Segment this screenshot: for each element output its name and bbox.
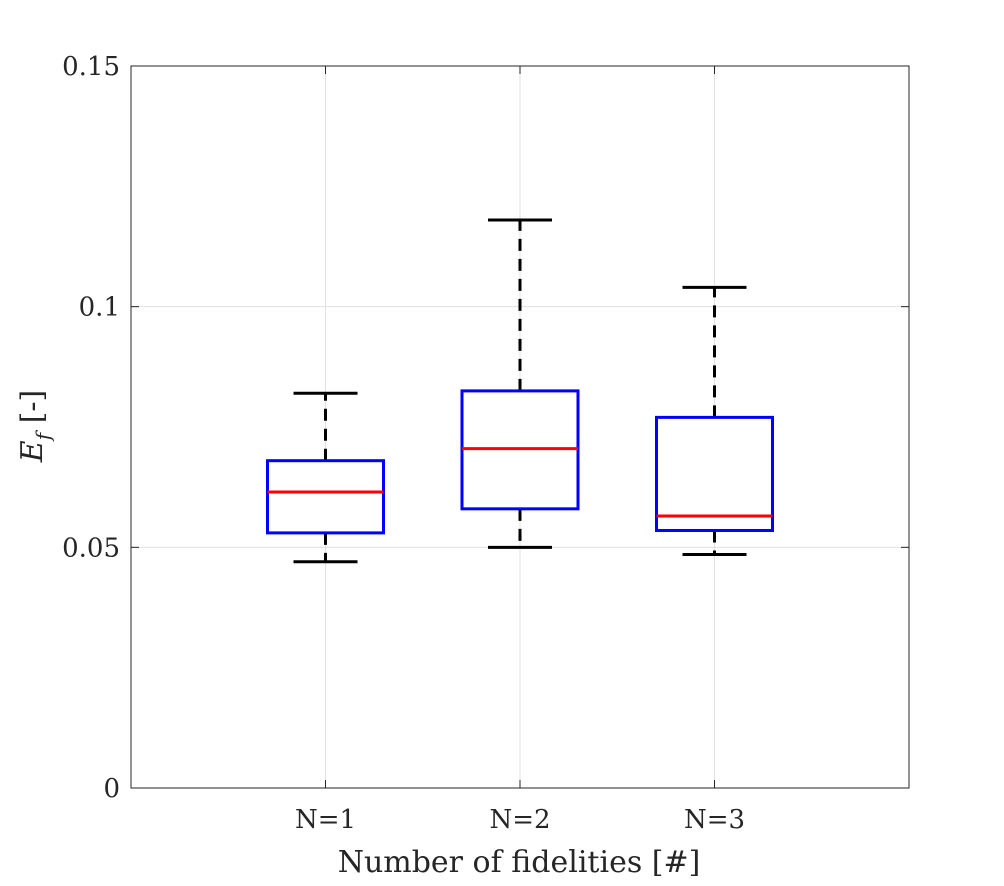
y-axis-label-base: E xyxy=(15,440,50,463)
y-tick-label: 0.05 xyxy=(62,533,120,563)
box-group-n-1 xyxy=(266,391,385,564)
y-axis-label: Ef [-] xyxy=(15,390,55,463)
x-tick-label: N=3 xyxy=(684,805,745,835)
x-axis-label: Number of fidelities [#] xyxy=(338,845,701,880)
box-group-n-3 xyxy=(655,285,774,557)
y-axis-label-suffix: [-] xyxy=(15,390,50,433)
axis-ticks: 0 0.05 0.1 0.15 N=1 N=2 N=3 xyxy=(62,52,909,835)
interquartile-box xyxy=(655,415,774,532)
box-series xyxy=(266,218,774,564)
y-tick-label: 0 xyxy=(103,774,120,804)
box-group-n-2 xyxy=(460,218,580,549)
y-tick-label: 0.1 xyxy=(79,293,120,323)
y-tick-label: 0.15 xyxy=(62,52,120,82)
x-tick-label: N=1 xyxy=(295,805,356,835)
interquartile-box xyxy=(266,459,385,535)
x-tick-label: N=2 xyxy=(489,805,550,835)
